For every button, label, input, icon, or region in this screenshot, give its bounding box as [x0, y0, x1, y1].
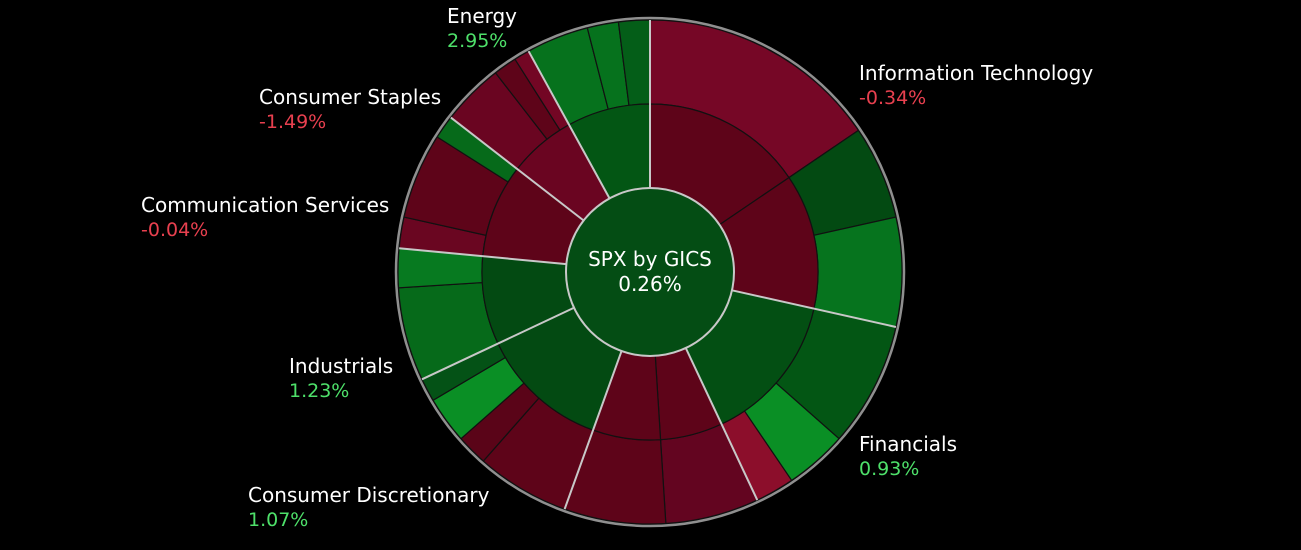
stock-segment-information-technology-2-2[interactable] [813, 216, 903, 328]
sector-label-communication-services[interactable]: Communication Services-0.04% [141, 193, 389, 241]
sector-divider-communication-services [399, 247, 567, 266]
sector-label-information-technology[interactable]: Information Technology-0.34% [859, 61, 1093, 109]
sector-name-communication-services: Communication Services [141, 193, 389, 217]
outer-border-ring [394, 16, 906, 528]
sector-divider-consumer-staples [450, 116, 585, 222]
sector-divider-industrials [421, 306, 575, 381]
sector-label-consumer-staples[interactable]: Consumer Staples-1.49% [259, 85, 441, 133]
sector-change-energy: 2.95% [447, 30, 507, 52]
sector-name-financials: Financials [859, 432, 957, 456]
sector-dividers [399, 20, 897, 510]
sector-labels: Information Technology-0.34%Financials0.… [141, 4, 1093, 531]
sector-name-consumer-staples: Consumer Staples [259, 85, 441, 109]
center-disk[interactable] [565, 187, 735, 357]
sector-change-consumer-staples: -1.49% [259, 111, 326, 133]
sector-divider-health-care [684, 347, 759, 501]
sector-name-information-technology: Information Technology [859, 61, 1093, 85]
sector-name-consumer-discretionary: Consumer Discretionary [248, 483, 490, 507]
sector-change-communication-services: -0.04% [141, 219, 208, 241]
sector-divider-consumer-discretionary [563, 350, 623, 510]
industry-ring [481, 103, 819, 441]
sector-divider-financials [731, 289, 897, 328]
sector-change-consumer-discretionary: 1.07% [248, 509, 308, 531]
sector-change-information-technology: -0.34% [859, 87, 926, 109]
sector-divider-energy [527, 50, 611, 199]
sector-name-industrials: Industrials [289, 354, 393, 378]
chart-title: SPX by GICS [588, 247, 712, 271]
chart-total-change: 0.26% [618, 272, 682, 296]
sector-change-financials: 0.93% [859, 458, 919, 480]
sector-name-energy: Energy [447, 4, 517, 28]
sector-change-industrials: 1.23% [289, 380, 349, 402]
